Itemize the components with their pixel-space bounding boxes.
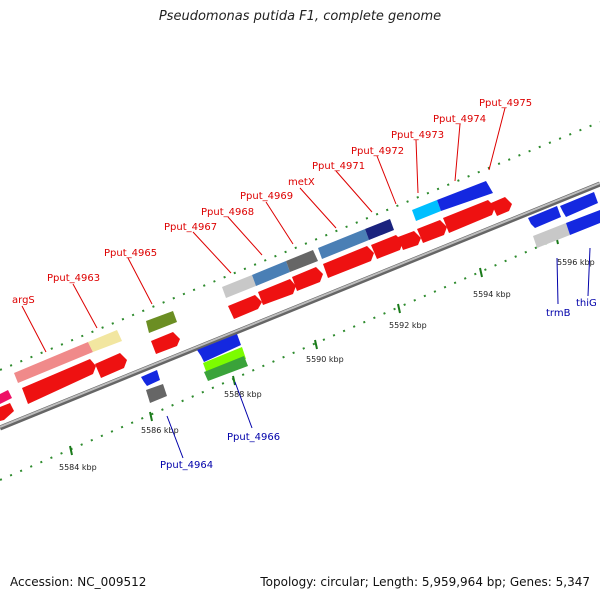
cds-arrow bbox=[371, 235, 403, 259]
cds-arrow bbox=[0, 403, 14, 421]
cds-arrow bbox=[292, 267, 323, 291]
label-leader-lines bbox=[21, 107, 591, 459]
feature-thiG-gene bbox=[566, 210, 600, 235]
gene-label-pput4974: Pput_4974 bbox=[433, 114, 486, 125]
tick-label-5584: 5584 kbp bbox=[59, 463, 97, 472]
cds-arrow bbox=[528, 206, 561, 228]
gene-label-pput4967: Pput_4967 bbox=[164, 222, 217, 233]
feature-pput4968-gene bbox=[252, 261, 290, 286]
tick-label-5588: 5588 kbp bbox=[224, 390, 262, 399]
cds-arrow bbox=[398, 231, 421, 250]
feature-pput4969-gene bbox=[286, 250, 318, 272]
genome-summary-label: Topology: circular; Length: 5,959,964 bp… bbox=[260, 575, 590, 589]
gene-label-pput4965: Pput_4965 bbox=[104, 248, 157, 259]
gene-label-pput4971: Pput_4971 bbox=[312, 161, 365, 172]
map-title: Pseudomonas putida F1, complete genome bbox=[158, 9, 442, 24]
accession-label: Accession: NC_009512 bbox=[10, 575, 147, 589]
tick-labels: 5584 kbp 5586 kbp 5588 kbp 5590 kbp 5592… bbox=[59, 258, 595, 472]
feature-pput4967-gene bbox=[222, 275, 256, 298]
feature-pput4966-gene bbox=[203, 347, 246, 374]
gene-label-argS: argS bbox=[12, 295, 35, 306]
tick-label-5594: 5594 kbp bbox=[473, 290, 511, 299]
feature-pput4972-gene bbox=[412, 200, 441, 221]
cds-arrow bbox=[417, 220, 447, 243]
tick-label-5586: 5586 kbp bbox=[141, 426, 179, 435]
gene-label-trmB: trmB bbox=[546, 308, 571, 319]
reverse-gene-labels: Pput_4964 Pput_4966 trmB thiG bbox=[160, 298, 597, 471]
cds-arrow bbox=[443, 200, 495, 233]
outer-tick-guide bbox=[0, 121, 600, 371]
forward-gene-labels: argS Pput_4963 Pput_4965 Pput_4967 Pput_… bbox=[12, 98, 532, 306]
gene-label-pput4969: Pput_4969 bbox=[240, 191, 293, 202]
cds-arrow bbox=[228, 295, 262, 319]
gene-label-pput4973: Pput_4973 bbox=[391, 130, 444, 141]
feature-pput4971-gene bbox=[365, 219, 394, 240]
cds-arrow bbox=[141, 370, 160, 386]
feature-trmB-gene bbox=[533, 223, 570, 248]
major-ticks bbox=[69, 234, 559, 456]
feature-pput4964-gene bbox=[146, 384, 167, 403]
gene-label-pput4963: Pput_4963 bbox=[47, 273, 100, 284]
gene-label-pput4966: Pput_4966 bbox=[227, 432, 280, 443]
genome-backbone bbox=[0, 181, 600, 431]
gene-label-pput4964: Pput_4964 bbox=[160, 460, 213, 471]
gene-label-pput4975: Pput_4975 bbox=[479, 98, 532, 109]
gene-label-metX: metX bbox=[288, 177, 315, 188]
gene-label-pput4968: Pput_4968 bbox=[201, 207, 254, 218]
cds-arrow bbox=[258, 279, 296, 305]
cds-arrow bbox=[95, 353, 127, 378]
gene-label-pput4972: Pput_4972 bbox=[351, 146, 404, 157]
cds-arrow bbox=[560, 192, 598, 217]
reverse-gene-track bbox=[141, 192, 600, 403]
feature-pput4965-gene bbox=[146, 311, 177, 333]
feature-pput4963-gene bbox=[88, 330, 122, 352]
feature-metX-gene bbox=[318, 229, 369, 259]
feature-argS-gene bbox=[14, 342, 93, 383]
cds-arrow bbox=[151, 332, 180, 354]
cds-arrow bbox=[0, 390, 12, 404]
cds-arrow bbox=[491, 197, 512, 216]
cds-arrow bbox=[323, 246, 374, 278]
feature-pput4973-gene bbox=[437, 181, 493, 211]
cds-arrow bbox=[197, 334, 241, 362]
tick-label-5590: 5590 kbp bbox=[306, 355, 344, 364]
gene-label-thiG: thiG bbox=[576, 298, 597, 309]
tick-label-5596: 5596 kbp bbox=[557, 258, 595, 267]
forward-gene-track bbox=[0, 181, 512, 421]
cds-arrow bbox=[22, 359, 96, 404]
tick-label-5592: 5592 kbp bbox=[389, 321, 427, 330]
feature-pput4966-gene-lower bbox=[204, 356, 248, 381]
